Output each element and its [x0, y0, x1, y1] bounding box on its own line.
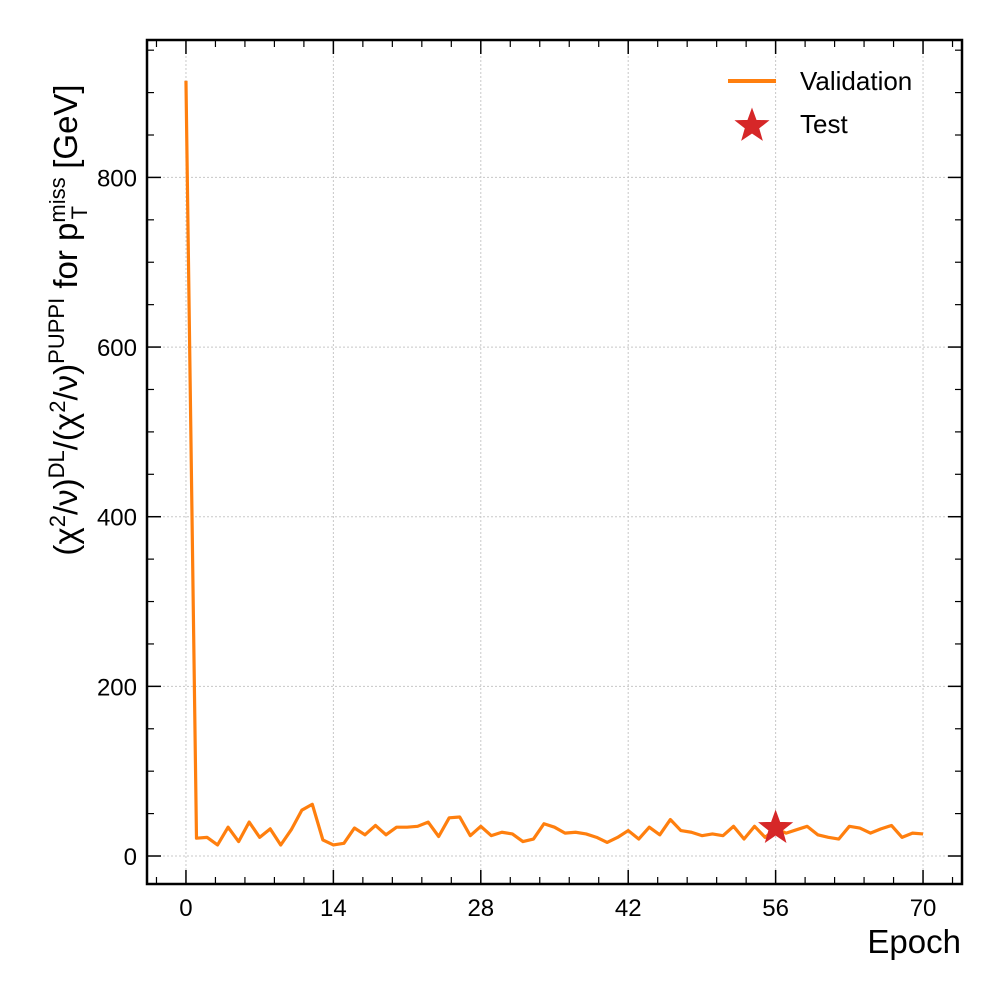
test-point-star — [758, 809, 794, 843]
x-tick-label: 28 — [467, 895, 494, 922]
y-tick-label: 400 — [97, 505, 137, 532]
x-tick-label: 70 — [910, 895, 937, 922]
x-tick-label: 56 — [762, 895, 789, 922]
grid-lines — [147, 40, 962, 884]
tick-labels: 0 14 28 42 56 70 0 200 400 600 800 — [97, 165, 936, 922]
x-tick-label: 0 — [179, 895, 192, 922]
legend-test-label: Test — [800, 109, 848, 139]
x-tick-label: 14 — [320, 895, 347, 922]
series-validation-line — [184, 80, 924, 847]
legend-validation-label: Validation — [800, 66, 912, 96]
y-tick-label: 200 — [97, 674, 137, 701]
y-tick-label: 800 — [97, 165, 137, 192]
plot-frame — [145, 38, 964, 886]
y-tick-label: 600 — [97, 335, 137, 362]
tick-marks — [147, 40, 962, 884]
y-tick-label: 0 — [124, 844, 137, 871]
legend: Validation Test — [728, 66, 912, 141]
y-axis-label: (χ2/ν)DL/(χ2/ν)PUPPI for pmissT [GeV] — [44, 84, 92, 555]
series-layer — [184, 80, 924, 847]
svg-text:(χ2/ν)DL/(χ2/ν)PUPPI for pmiss: (χ2/ν)DL/(χ2/ν)PUPPI for pmissT [GeV] — [44, 84, 92, 555]
x-tick-label: 42 — [615, 895, 642, 922]
x-axis-label: Epoch — [867, 923, 961, 960]
legend-test-star-icon — [734, 107, 770, 141]
